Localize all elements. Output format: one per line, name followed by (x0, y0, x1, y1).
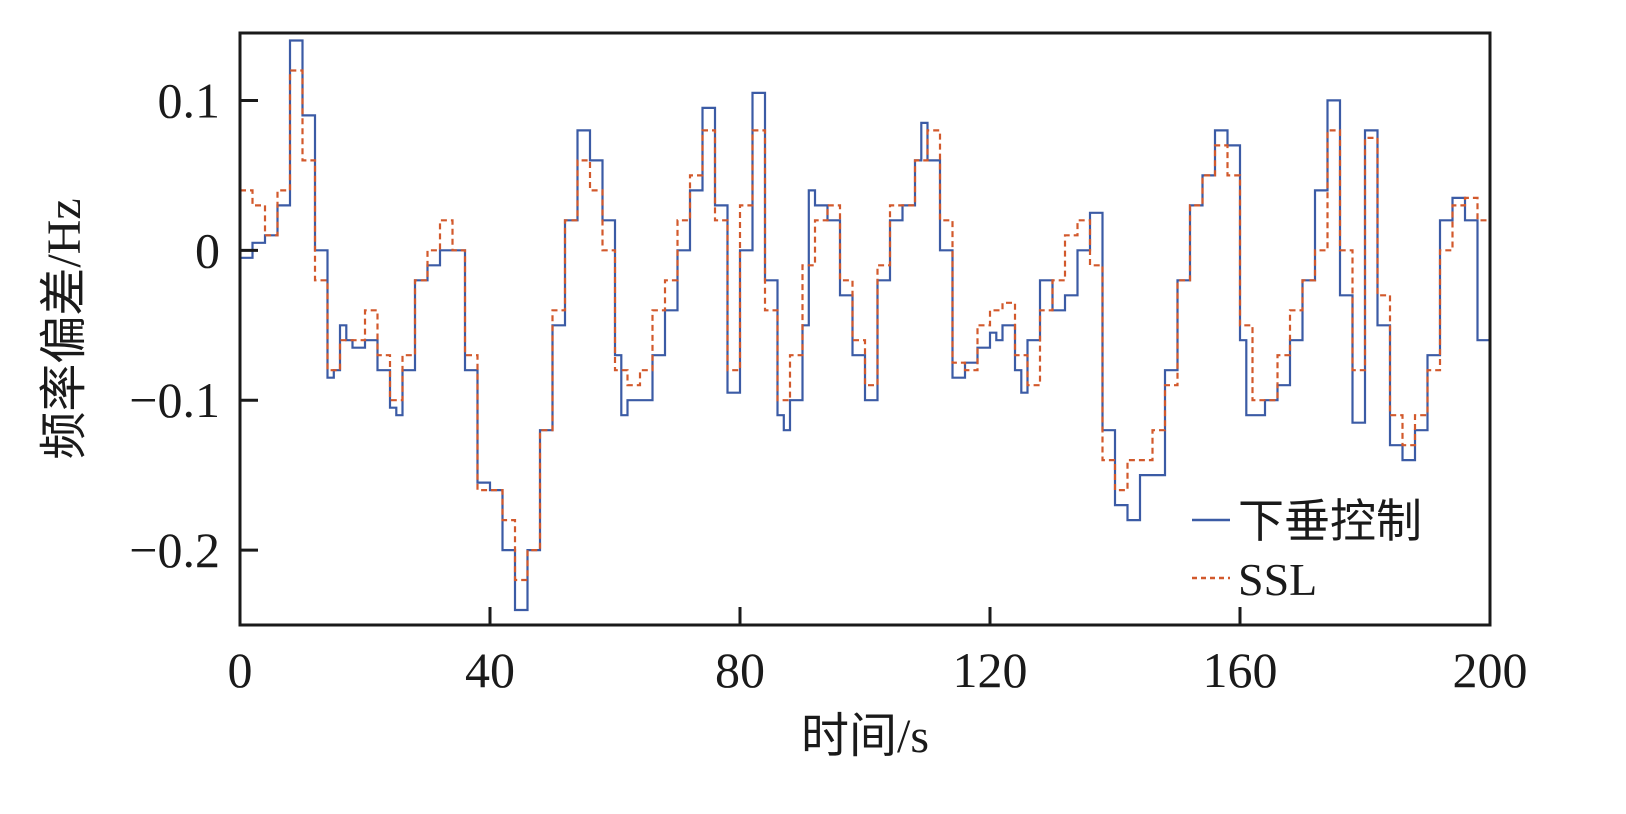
y-axis: 0.1 0 −0.1 −0.2 (129, 72, 258, 578)
x-tick-label: 80 (715, 642, 765, 698)
series-line-1 (240, 69, 1492, 582)
legend-label-droop: 下垂控制 (1238, 496, 1422, 547)
y-tick-label: 0.1 (158, 72, 221, 128)
x-axis-title: 时间/s (801, 710, 929, 763)
x-tick-label: 120 (953, 642, 1028, 698)
y-tick-label: −0.2 (129, 522, 220, 578)
y-axis-title: 频率偏差/Hz (38, 198, 91, 459)
x-tick-label: 200 (1453, 642, 1528, 698)
series-layer (240, 39, 1492, 612)
y-tick-label: 0 (195, 222, 220, 278)
x-axis: 0 40 80 120 160 200 (228, 607, 1528, 698)
x-tick-label: 160 (1203, 642, 1278, 698)
x-tick-label: 0 (228, 642, 253, 698)
legend-label-ssl: SSL (1238, 554, 1317, 605)
legend: 下垂控制 SSL (1192, 496, 1422, 605)
plot-frame (238, 31, 1492, 627)
y-tick-label: −0.1 (129, 372, 220, 428)
x-tick-label: 40 (465, 642, 515, 698)
